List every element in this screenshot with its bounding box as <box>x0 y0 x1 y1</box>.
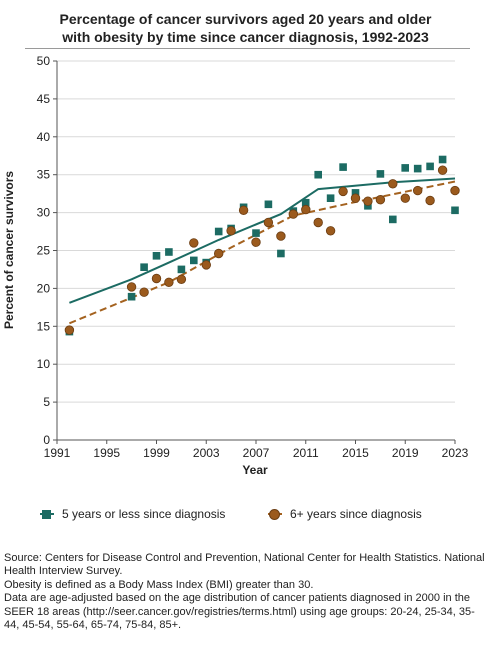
trend-lines <box>69 177 456 325</box>
y-tick-label: 15 <box>37 319 51 333</box>
point-series1 <box>152 252 161 260</box>
point-series1 <box>277 249 285 258</box>
footnotes: Source: Centers for Disease Control and … <box>4 552 488 632</box>
y-tick-label: 25 <box>37 244 51 258</box>
chart-title-line-1: Percentage of cancer survivors aged 20 y… <box>59 11 432 27</box>
x-tick-label: 1999 <box>143 446 170 460</box>
point-series1 <box>426 162 434 171</box>
y-tick-label: 35 <box>37 168 51 182</box>
x-tick-label: 2007 <box>243 446 270 460</box>
footnote-age-adjustment: Data are age-adjusted based on the age d… <box>4 592 475 632</box>
legend-label-series2: 6+ years since diagnosis <box>290 507 422 521</box>
point-series1 <box>252 229 260 237</box>
chart-title: Percentage of cancer survivors aged 20 y… <box>0 10 491 46</box>
point-series2 <box>251 237 261 247</box>
x-tick-label: 2015 <box>342 446 369 460</box>
y-tick-label: 5 <box>43 395 50 409</box>
point-series2 <box>176 274 187 285</box>
point-series1 <box>140 263 148 271</box>
y-tick-label: 50 <box>37 54 51 68</box>
point-series2 <box>325 226 336 236</box>
point-series2 <box>437 165 448 175</box>
tick-labels: 0 5 10 15 20 25 30 35 40 45 50 1991 1995 1999 2003 2007… <box>37 54 469 460</box>
trend-line-series1 <box>69 177 456 304</box>
point-series2 <box>301 204 311 215</box>
point-series1 <box>326 194 335 202</box>
point-series1 <box>127 292 136 301</box>
point-series1 <box>165 248 173 256</box>
point-series2 <box>413 185 423 196</box>
axes <box>53 60 456 444</box>
point-series2 <box>388 179 398 189</box>
point-series1 <box>314 170 322 179</box>
footnote-source: Source: Centers for Disease Control and … <box>4 552 485 578</box>
legend-item-series1: 5 years or less since diagnosis <box>40 507 225 521</box>
point-series1 <box>190 256 198 265</box>
gridlines <box>57 60 455 403</box>
footnote-obesity-definition: Obesity is defined as a Body Mass Index … <box>4 578 314 591</box>
point-series2 <box>263 217 274 228</box>
point-series2 <box>226 226 236 236</box>
point-series2 <box>288 209 299 219</box>
x-tick-label: 1995 <box>93 446 120 460</box>
point-series2 <box>276 231 286 241</box>
point-series1 <box>413 164 422 173</box>
legend-label-series1: 5 years or less since diagnosis <box>62 507 226 521</box>
title-divider <box>25 48 470 49</box>
legend-marker-circle-icon <box>268 508 282 520</box>
x-tick-label: 2003 <box>193 446 220 460</box>
point-series2 <box>375 194 386 205</box>
data-points <box>64 155 460 336</box>
point-series1 <box>451 206 459 215</box>
x-tick-label: 2011 <box>293 446 319 460</box>
point-series1 <box>438 155 447 164</box>
y-tick-label: 20 <box>37 281 51 295</box>
y-axis-label: Percent of cancer survivors <box>2 171 16 329</box>
chart-title-line-2: with obesity by time since cancer diagno… <box>62 29 429 45</box>
point-series2 <box>313 217 323 228</box>
point-series2 <box>350 193 361 203</box>
point-series2 <box>338 186 348 197</box>
point-series2 <box>139 287 149 297</box>
y-tick-label: 10 <box>37 357 51 371</box>
point-series2 <box>164 277 174 288</box>
point-series1 <box>376 170 385 178</box>
legend: 5 years or less since diagnosis 6+ years… <box>40 507 480 525</box>
point-series1 <box>339 163 347 171</box>
point-series1 <box>264 200 273 209</box>
point-series2 <box>126 282 137 292</box>
point-series2 <box>400 193 411 203</box>
point-series2 <box>425 195 435 206</box>
chart-plot: 0 5 10 15 20 25 30 35 40 45 50 1991 1995 1999 2003 2007… <box>2 54 469 477</box>
y-tick-label: 40 <box>37 130 51 144</box>
legend-item-series2: 6+ years since diagnosis <box>268 507 422 521</box>
point-series1 <box>351 189 360 197</box>
point-series2 <box>450 185 460 196</box>
point-series1 <box>401 164 409 172</box>
y-tick-label: 30 <box>37 206 51 220</box>
point-series1 <box>301 198 310 207</box>
legend-marker-square-icon <box>40 509 54 519</box>
point-series2 <box>238 205 249 216</box>
x-tick-label: 1991 <box>44 446 71 460</box>
point-series1 <box>214 227 223 236</box>
point-series2 <box>201 260 212 270</box>
point-series1 <box>177 265 186 274</box>
point-series2 <box>213 248 224 259</box>
x-tick-label: 2019 <box>392 446 419 460</box>
point-series2 <box>363 196 373 206</box>
point-series2 <box>189 238 199 248</box>
x-axis-label: Year <box>242 463 268 477</box>
y-tick-label: 0 <box>43 433 50 447</box>
point-series1 <box>389 215 397 224</box>
point-series2 <box>151 273 162 284</box>
trend-line-series2 <box>69 180 456 325</box>
point-series2 <box>64 325 75 335</box>
y-tick-label: 45 <box>37 92 51 106</box>
x-tick-label: 2023 <box>442 446 469 460</box>
